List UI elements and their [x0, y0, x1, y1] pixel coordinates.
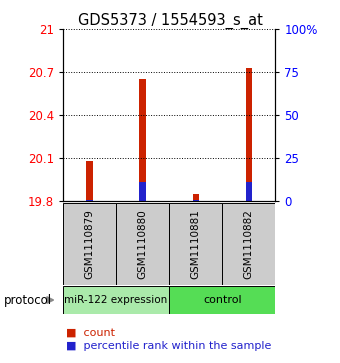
Bar	[169, 286, 275, 314]
Text: control: control	[203, 295, 242, 305]
Bar	[169, 203, 222, 285]
Bar	[63, 203, 116, 285]
Bar	[116, 203, 169, 285]
Bar	[246, 68, 252, 201]
Text: GSM1110882: GSM1110882	[244, 209, 254, 279]
Bar	[139, 182, 146, 201]
Text: GSM1110879: GSM1110879	[84, 209, 95, 279]
Text: GSM1110880: GSM1110880	[138, 209, 148, 279]
Text: protocol: protocol	[3, 294, 52, 306]
Bar	[246, 182, 252, 201]
Bar	[192, 200, 199, 201]
Text: ■  percentile rank within the sample: ■ percentile rank within the sample	[66, 340, 272, 351]
Text: GDS5373 / 1554593_s_at: GDS5373 / 1554593_s_at	[78, 13, 262, 29]
Bar	[86, 161, 92, 201]
Text: ■  count: ■ count	[66, 327, 115, 337]
Bar	[86, 200, 92, 201]
Text: GSM1110881: GSM1110881	[191, 209, 201, 279]
Bar	[222, 203, 275, 285]
Bar	[63, 286, 169, 314]
Bar	[139, 79, 146, 201]
Text: miR-122 expression: miR-122 expression	[64, 295, 168, 305]
Bar	[192, 193, 199, 201]
